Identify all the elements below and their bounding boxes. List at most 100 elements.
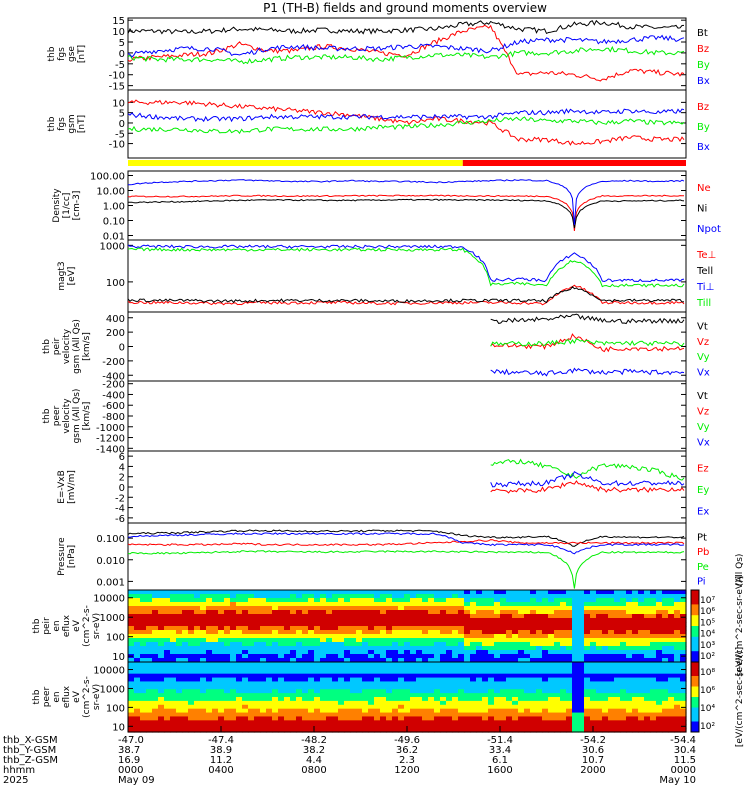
spectrogram-cell [554,724,561,729]
spectrogram-cell [542,681,549,686]
spectrogram-cell [554,673,561,679]
spectrogram-cell [128,716,135,721]
spectrogram-cell [548,669,555,675]
spectrogram-cell [602,658,609,663]
spectrogram-cell [272,677,279,683]
spectrogram-cell [158,716,165,721]
spectrogram-cell [314,662,321,667]
y-tick-label: -1200 [96,434,125,445]
spectrogram-cell [260,681,267,686]
spectrogram-cell [614,693,621,698]
spectrogram-cell [254,712,261,718]
spectrogram-cell [404,669,411,675]
spectrogram-cell [356,658,363,663]
spectrogram-cell [530,697,537,702]
spectrogram-cell [608,681,615,686]
colorbar-swatch [691,636,699,641]
spectrogram-cell [332,704,339,710]
spectrogram-cell [272,689,279,694]
spectrogram-cell [254,626,261,631]
spectrogram-cell [236,704,243,710]
x-tick-label: 11.5 [674,755,696,766]
spectrogram-cell [176,630,183,635]
spectrogram-cell [266,658,273,663]
spectrogram-cell [644,693,651,698]
spectrogram-cell [212,618,219,623]
spectrogram-cell [230,704,237,710]
spectrogram-cell [374,598,381,603]
spectrogram-cell [488,590,495,595]
spectrogram-cell [620,642,627,647]
spectrogram-cell [572,677,579,683]
spectrogram-cell [392,606,399,611]
spectrogram-cell [368,724,375,729]
spectrogram-cell [656,598,663,603]
spectrogram-cell [242,626,249,631]
spectrogram-cell [560,693,567,698]
spectrogram-cell [176,626,183,631]
spectrogram-cell [608,720,615,725]
spectrogram-cell [284,650,291,655]
spectrogram-cell [272,642,279,647]
spectrogram-cell [164,634,171,639]
spectrogram-cell [380,724,387,729]
spectrogram-cell [170,700,177,706]
legend-Ez: Ez [697,464,709,475]
spectrogram-cell [170,634,177,639]
spectrogram-cell [440,630,447,635]
spectrogram-cell [140,662,147,667]
spectrogram-cell [536,693,543,698]
spectrogram-cell [404,594,411,599]
spectrogram-cell [332,681,339,686]
spectrogram-cell [410,712,417,718]
spectrogram-cell [254,594,261,599]
spectrogram-cell [248,685,255,690]
spectrogram-cell [260,638,267,643]
spectrogram-cell [428,602,435,607]
spectrogram-cell [386,594,393,599]
spectrogram-cell [524,630,531,635]
spectrogram-cell [674,614,681,619]
spectrogram-cell [596,610,603,615]
spectrogram-cell [134,720,141,725]
spectrogram-cell [476,658,483,663]
spectrogram-cell [626,689,633,694]
spectrogram-cell [410,720,417,725]
spectrogram-cell [236,598,243,603]
spectrogram-cell [266,602,273,607]
spectrogram-cell [530,665,537,671]
spectrogram-cell [404,614,411,619]
y-tick-label: 1000 [100,684,125,695]
spectrogram-cell [260,697,267,702]
spectrogram-cell [176,590,183,595]
spectrogram-cell [572,646,579,651]
spectrogram-cell [410,618,417,623]
spectrogram-cell [134,654,141,659]
spectrogram-cell [512,681,519,686]
spectrogram-cell [674,650,681,655]
colorbar-tick-label: 10⁶ [700,607,715,617]
spectrogram-cell [506,650,513,655]
spectrogram-cell [602,622,609,627]
spectrogram-cell [578,606,585,611]
colorbar-swatch [691,611,699,616]
spectrogram-cell [428,610,435,615]
x-tick-label: 36.2 [396,745,418,756]
spectrogram-cell [590,638,597,643]
spectrogram-cell [680,626,687,631]
spectrogram-cell [374,708,381,714]
spectrogram-cell [662,602,669,607]
spectrogram-cell [566,658,573,663]
spectrogram-cell [236,646,243,651]
spectrogram-cell [368,590,375,595]
spectrogram-cell [500,716,507,721]
spectrogram-cell [494,654,501,659]
spectrogram-cell [398,716,405,721]
spectrogram-cell [614,685,621,690]
spectrogram-cell [146,594,153,599]
spectrogram-cell [662,598,669,603]
spectrogram-cell [428,654,435,659]
spectrogram-cell [548,602,555,607]
spectrogram-cell [272,598,279,603]
spectrogram-cell [194,654,201,659]
